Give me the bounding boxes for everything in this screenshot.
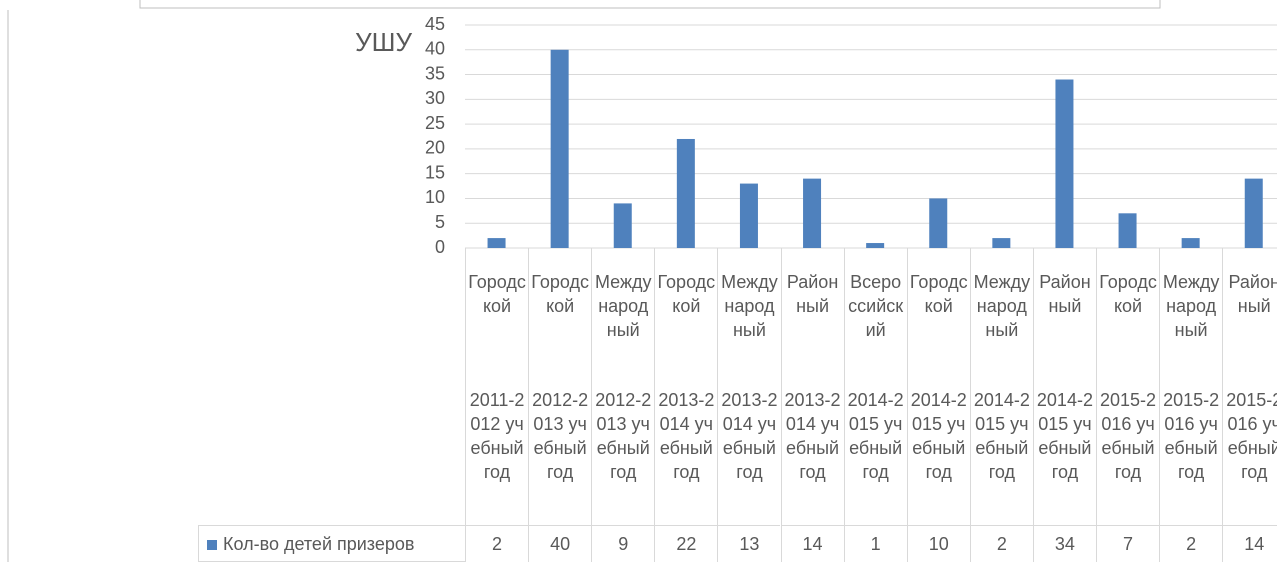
bar bbox=[1244, 178, 1263, 248]
bar bbox=[487, 238, 506, 248]
y-tick-label: 0 bbox=[435, 237, 445, 257]
category-cell: Районный 2015-2016 учебный год bbox=[1222, 248, 1277, 525]
bar bbox=[992, 238, 1011, 248]
category-cell: Городской 2014-2015 учебный год bbox=[906, 248, 970, 525]
bar bbox=[866, 243, 885, 248]
y-tick-label: 10 bbox=[425, 187, 445, 207]
category-cell: Городской 2013-2014 учебный год bbox=[654, 248, 717, 525]
bar bbox=[739, 183, 758, 248]
category-label: Районный bbox=[1039, 272, 1091, 316]
y-tick-label: 20 bbox=[425, 138, 445, 158]
category-label: Международный bbox=[973, 272, 1031, 340]
bar bbox=[550, 49, 569, 249]
y-tick-label: 35 bbox=[425, 63, 445, 83]
category-label: Городской bbox=[909, 272, 968, 316]
data-table-value: 14 bbox=[1222, 525, 1277, 562]
frame bbox=[139, 0, 1161, 9]
category-year: 2014-2015 учебный год bbox=[1036, 390, 1093, 482]
category-year: 2012-2013 учебный год bbox=[595, 390, 652, 482]
y-tick-label: 15 bbox=[425, 162, 445, 182]
category-cell: Районный 2014-2015 учебный год bbox=[1032, 248, 1096, 525]
y-tick-label: 45 bbox=[425, 14, 445, 34]
category-year: 2013-2014 учебный год bbox=[784, 390, 841, 482]
data-table-value: 1 bbox=[843, 525, 907, 562]
data-table-value: 14 bbox=[780, 525, 844, 562]
category-label: Городской bbox=[531, 272, 589, 316]
bar bbox=[613, 203, 632, 248]
data-table-value: 2 bbox=[465, 525, 529, 562]
category-label: Городской bbox=[657, 272, 716, 316]
category-label: Районный bbox=[786, 272, 839, 316]
category-cell: Городской 2012-2013 учебный год bbox=[528, 248, 591, 525]
category-year: 2013-2014 учебный год bbox=[721, 390, 778, 482]
bar bbox=[676, 138, 695, 248]
bar bbox=[929, 198, 948, 248]
category-year: 2014-2015 учебный год bbox=[973, 390, 1030, 482]
data-table-value: 2 bbox=[1159, 525, 1223, 562]
category-year: 2011-2012 учебный год bbox=[469, 390, 525, 482]
category-year: 2013-2014 учебный год bbox=[658, 390, 715, 482]
category-label: Всероссийский bbox=[848, 272, 904, 340]
y-tick-label: 25 bbox=[425, 113, 445, 133]
bar bbox=[1055, 79, 1074, 248]
category-year: 2015-2016 учебный год bbox=[1163, 390, 1220, 482]
legend-label: Кол-во детей призеров bbox=[223, 534, 415, 554]
y-tick-label: 40 bbox=[425, 39, 445, 59]
legend-swatch bbox=[207, 540, 217, 550]
data-table-value: 22 bbox=[654, 525, 718, 562]
category-cell: Международный 2013-2014 учебный год bbox=[717, 248, 780, 525]
category-cell: Международный 2014-2015 учебный год bbox=[969, 248, 1033, 525]
data-table-value: 13 bbox=[717, 525, 781, 562]
category-cell: Международный 2015-2016 учебный год bbox=[1159, 248, 1222, 525]
data-table-value: 40 bbox=[528, 525, 592, 562]
category-year: 2015-2016 учебный год bbox=[1226, 390, 1277, 482]
category-label: Международный bbox=[594, 272, 652, 340]
legend: Кол-во детей призеров bbox=[198, 525, 465, 562]
bar bbox=[1118, 213, 1137, 248]
data-table-value: 34 bbox=[1032, 525, 1096, 562]
data-table-value: 7 bbox=[1096, 525, 1160, 562]
data-table-value: 10 bbox=[906, 525, 970, 562]
category-cell: Районный 2013-2014 учебный год bbox=[780, 248, 844, 525]
category-year: 2015-2016 учебный год bbox=[1100, 390, 1157, 482]
y-tick-label: 5 bbox=[435, 212, 445, 232]
category-label: Городской bbox=[1099, 272, 1157, 316]
category-cell: Городской 2015-2016 учебный год bbox=[1096, 248, 1159, 525]
category-cell: Всероссийский 2014-2015 учебный год bbox=[843, 248, 907, 525]
category-label: Районный bbox=[1228, 272, 1277, 316]
category-year: 2014-2015 учебный год bbox=[847, 390, 904, 482]
category-cell: Международный 2012-2013 учебный год bbox=[591, 248, 654, 525]
data-table-value: 9 bbox=[591, 525, 655, 562]
category-label: Международный bbox=[721, 272, 778, 340]
y-tick-label: 30 bbox=[425, 88, 445, 108]
data-table-value: 2 bbox=[969, 525, 1033, 562]
category-year: 2014-2015 учебный год bbox=[910, 390, 967, 482]
chart-title: УШУ bbox=[355, 27, 412, 57]
bar bbox=[803, 178, 822, 248]
category-year: 2012-2013 учебный год bbox=[532, 390, 589, 482]
category-label: Международный bbox=[1162, 272, 1220, 340]
bar bbox=[1181, 238, 1200, 248]
category-label: Городской bbox=[468, 272, 526, 316]
category-cell: Городской 2011-2012 учебный год bbox=[465, 248, 528, 525]
